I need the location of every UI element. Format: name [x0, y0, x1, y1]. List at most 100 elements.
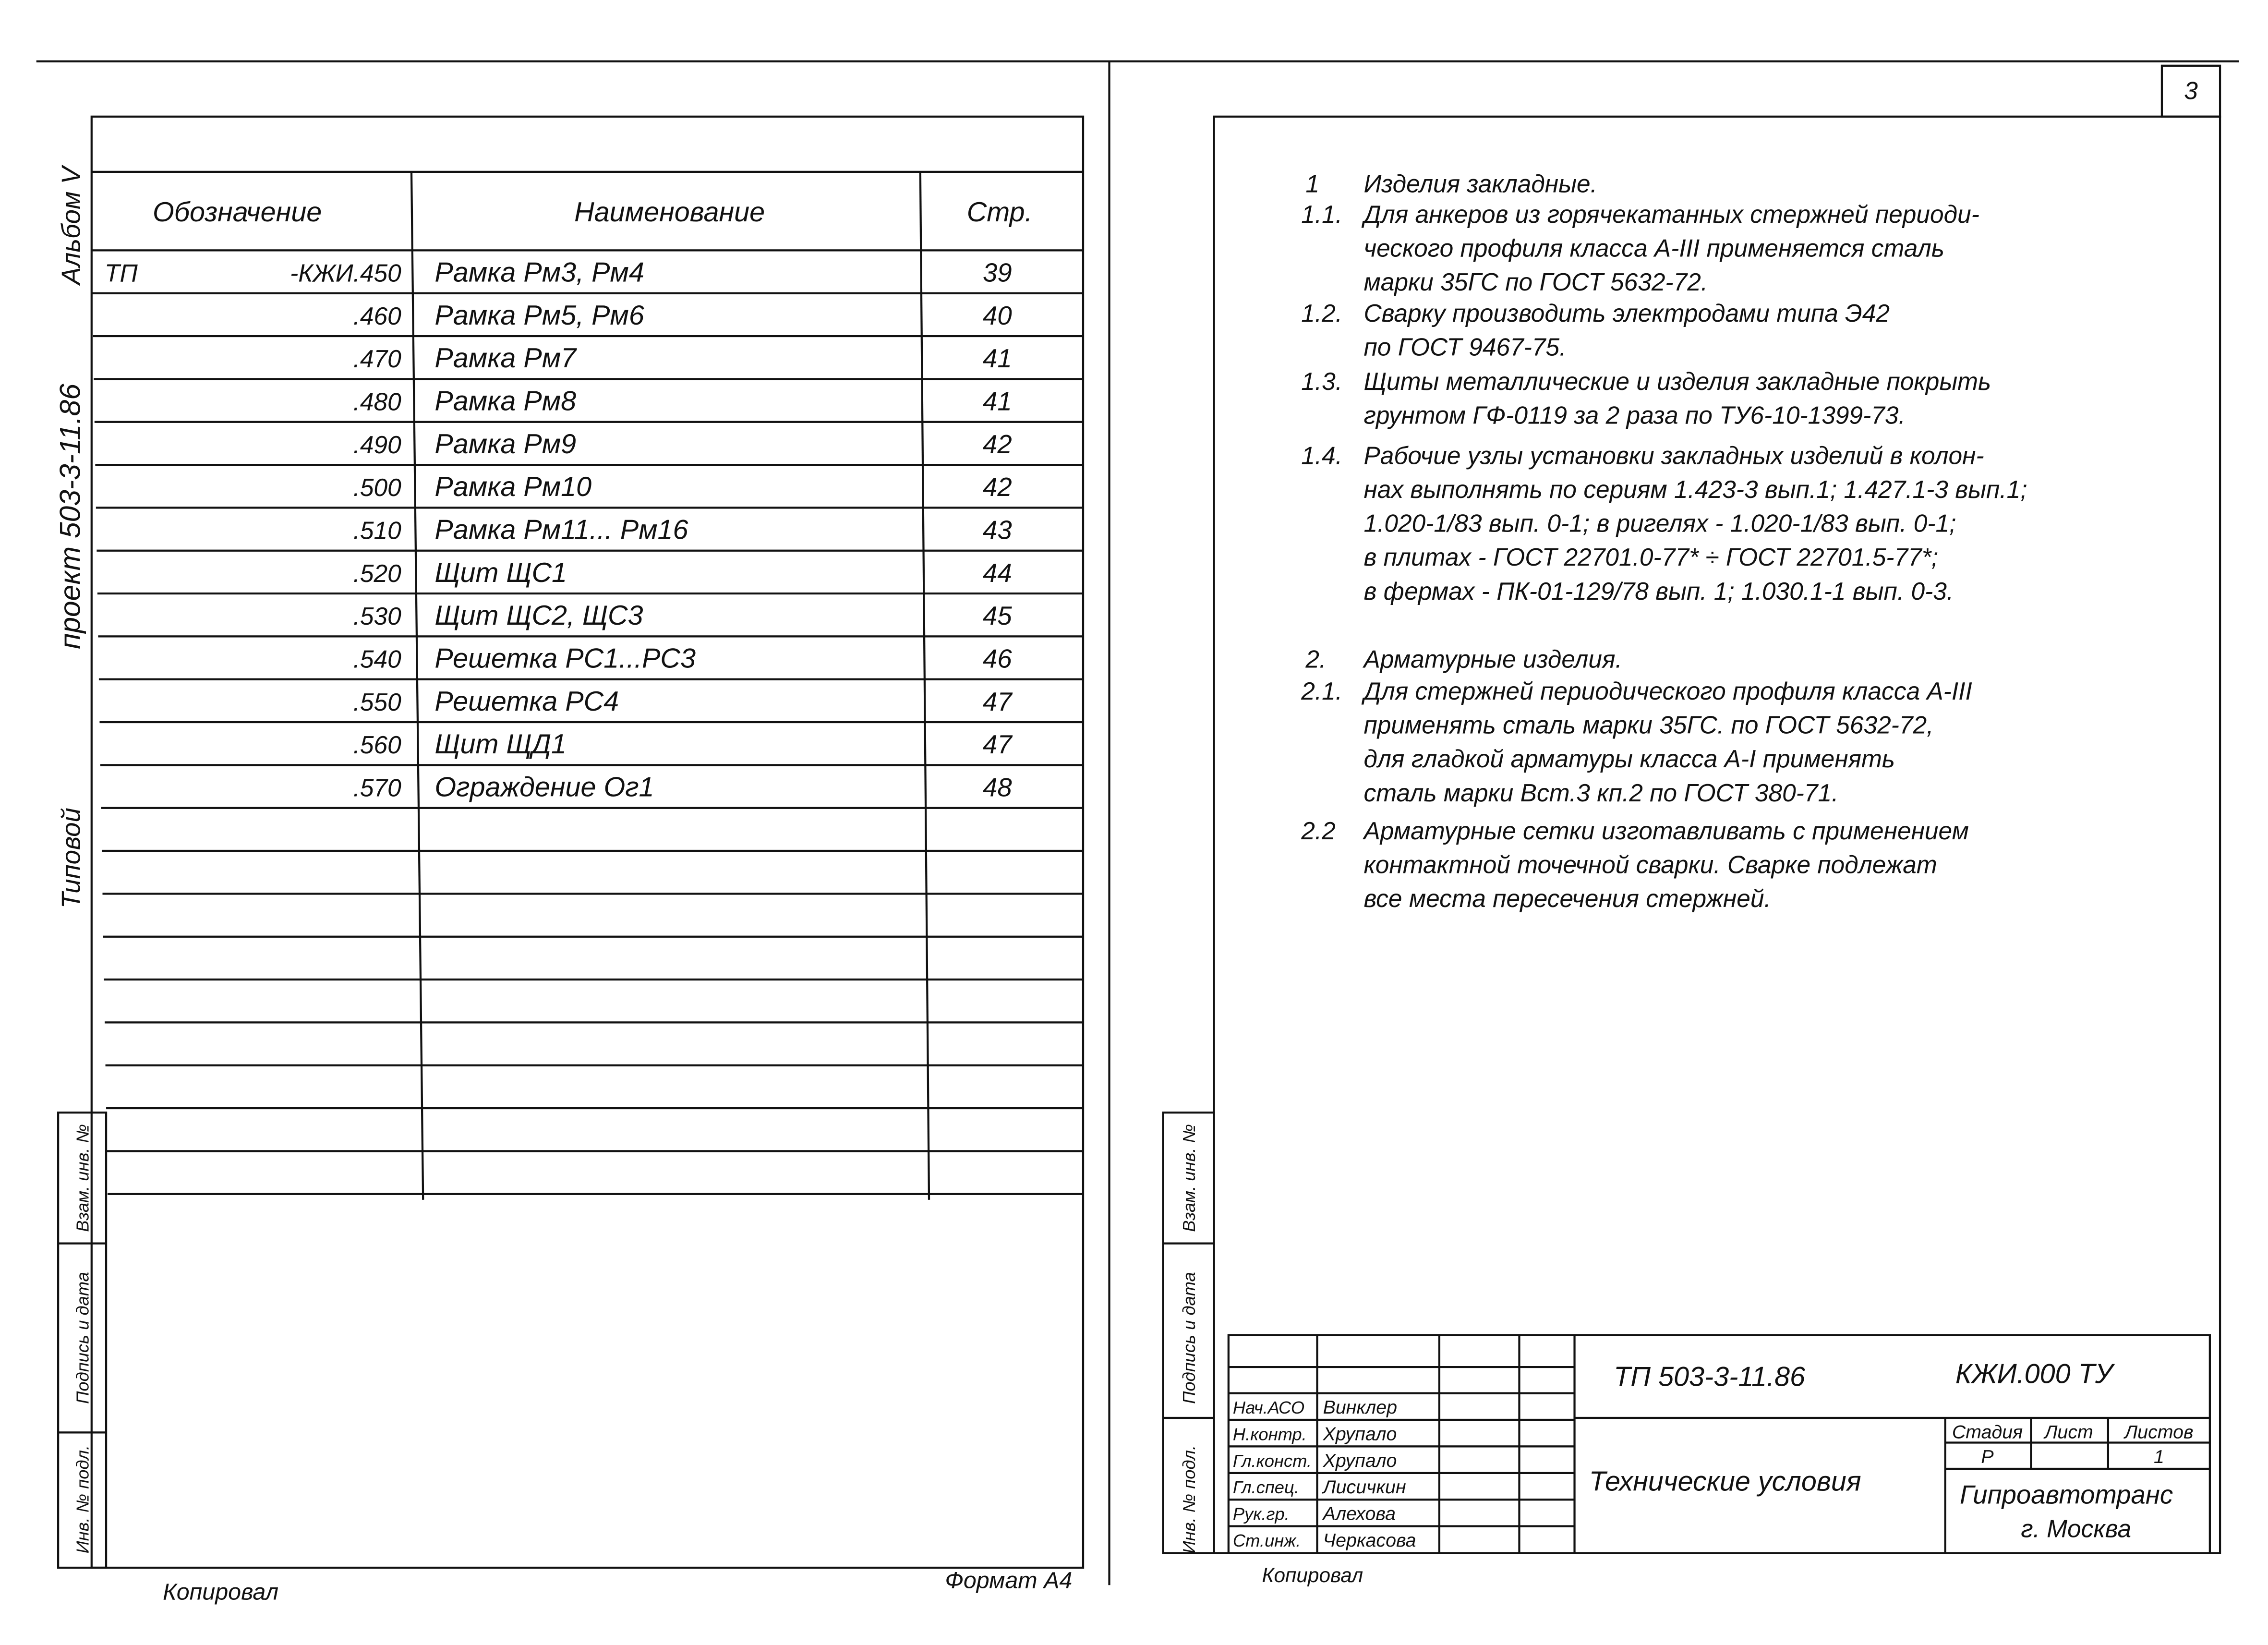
- side-label: Типовой: [57, 808, 86, 908]
- page-ref: 47: [983, 687, 1013, 716]
- page-ref: 47: [983, 730, 1013, 759]
- right-side-stamp: [1162, 1112, 1215, 1554]
- note-line: Для анкеров из горячекатанных стержней п…: [1361, 200, 1979, 228]
- designation: .530: [353, 602, 402, 630]
- title-block: [1227, 1334, 2211, 1554]
- stamp-label: Инв. № подл.: [1179, 1445, 1199, 1553]
- note-number: 1.2.: [1301, 299, 1342, 327]
- page-ref: 42: [983, 472, 1012, 502]
- footer-copy: Копировал: [163, 1579, 278, 1605]
- sheet-number: 3: [2184, 76, 2198, 104]
- page-ref: 40: [983, 301, 1012, 330]
- designation: .520: [353, 559, 402, 587]
- note-line: Арматурные изделия.: [1362, 645, 1622, 673]
- role: Гл.конст.: [1233, 1451, 1312, 1471]
- stamp-label: Взам. инв. №: [1179, 1124, 1199, 1232]
- stamp-label: Взам. инв. №: [73, 1124, 93, 1232]
- role: Рук.гр.: [1233, 1504, 1290, 1524]
- side-label: проект 503-3-11.86: [54, 384, 86, 649]
- item-name: Щит ЩД1: [434, 729, 567, 760]
- note-line: Изделия закладные.: [1363, 169, 1597, 197]
- footer-format: Формат А4: [945, 1567, 1072, 1593]
- note-line: 1.020-1/83 вып. 0-1; в ригелях - 1.020-1…: [1363, 509, 1956, 537]
- doc-code: КЖИ.000 ТУ: [1955, 1358, 2115, 1389]
- stage-header: Листов: [2123, 1421, 2193, 1442]
- note-line: все места пересечения стержней.: [1363, 884, 1771, 912]
- note-line: в плитах - ГОСТ 22701.0-77* ÷ ГОСТ 22701…: [1363, 543, 1938, 571]
- table-header: Наименование: [574, 197, 765, 228]
- person: Лисичкин: [1322, 1476, 1406, 1498]
- sheets: 1: [2154, 1446, 2164, 1467]
- note-line: контактной точечной сварки. Сварке подле…: [1363, 850, 1937, 878]
- left-side-stamp: [57, 1112, 108, 1569]
- designation-prefix: ТП: [105, 259, 138, 287]
- note-number: 1.3.: [1301, 367, 1342, 395]
- page-ref: 39: [983, 258, 1012, 288]
- note-line: Щиты металлические и изделия закладные п…: [1363, 367, 1991, 395]
- person: Алехова: [1322, 1503, 1396, 1524]
- item-name: Рамка Рм10: [434, 472, 591, 502]
- stamp-label: Инв. № подл.: [73, 1445, 93, 1553]
- note-number: 1: [1305, 169, 1319, 197]
- person: Хрупало: [1323, 1450, 1397, 1471]
- note-line: применять сталь марки 35ГС. по ГОСТ 5632…: [1363, 711, 1933, 739]
- note-line: Рабочие узлы установки закладных изделий…: [1363, 442, 1984, 470]
- note-line: Сварку производить электродами типа Э42: [1363, 299, 1890, 327]
- item-name: Рамка Рм7: [434, 343, 577, 374]
- note-line: Арматурные сетки изготавливать с примене…: [1362, 817, 1968, 845]
- note-line: для гладкой арматуры класса А-I применят…: [1363, 745, 1895, 773]
- person: Черкасова: [1323, 1530, 1416, 1551]
- left-frame: [90, 115, 1085, 1569]
- item-name: Щит ЩС1: [434, 557, 567, 588]
- note-line: в фермах - ПК-01-129/78 вып. 1; 1.030.1-…: [1363, 577, 1954, 605]
- designation: .570: [353, 774, 402, 801]
- table-line: [919, 171, 930, 1200]
- page-ref: 41: [983, 344, 1012, 373]
- page-ref: 44: [983, 558, 1012, 588]
- designation: .500: [353, 473, 402, 501]
- item-name: Рамка Рм11... Рм16: [434, 515, 688, 545]
- note-line: грунтом ГФ-0119 за 2 раза по ТУ6-10-1399…: [1363, 401, 1905, 429]
- page-ref: 41: [983, 387, 1012, 416]
- item-name: Рамка Рм5, Рм6: [434, 300, 644, 331]
- page-ref: 42: [983, 430, 1012, 459]
- designation: ТП 503-3-11.86: [1614, 1361, 1805, 1392]
- designation: .490: [353, 431, 402, 459]
- role: Н.контр.: [1233, 1424, 1307, 1444]
- stamp-label: Подпись и дата: [73, 1272, 93, 1404]
- page-ref: 45: [983, 601, 1012, 630]
- designation: .460: [353, 302, 402, 330]
- note-line: Для стержней периодического профиля клас…: [1361, 677, 1972, 705]
- page-ref: 46: [983, 644, 1012, 673]
- role: Гл.спец.: [1233, 1477, 1299, 1497]
- item-name: Решетка РС4: [434, 686, 619, 717]
- designation: .480: [353, 388, 402, 416]
- designation: -КЖИ.450: [290, 259, 401, 287]
- page-ref: 48: [983, 773, 1012, 802]
- item-name: Щит ЩС2, ЩС3: [434, 600, 643, 631]
- stamp-label: Подпись и дата: [1179, 1272, 1199, 1404]
- designation: .560: [353, 731, 402, 759]
- item-name: Решетка РС1...РС3: [434, 643, 696, 674]
- note-number: 1.4.: [1301, 442, 1342, 470]
- note-number: 1.1.: [1301, 200, 1342, 228]
- item-name: Рамка Рм9: [434, 429, 576, 460]
- note-number: 2.2: [1301, 817, 1336, 845]
- sheet-number-box: [2160, 64, 2221, 118]
- item-name: Ограждение Ог1: [434, 772, 654, 802]
- side-label: Альбом V: [57, 164, 86, 286]
- role: Ст.инж.: [1233, 1531, 1301, 1550]
- organization: Гипроавтотранс: [1960, 1480, 2173, 1510]
- role: Нач.АСО: [1233, 1398, 1304, 1417]
- table-header: Стр.: [967, 197, 1033, 228]
- item-name: Рамка Рм8: [434, 386, 576, 417]
- item-name: Рамка Рм3, Рм4: [434, 257, 644, 288]
- city: г. Москва: [2021, 1514, 2131, 1542]
- table-header: Обозначение: [153, 197, 322, 228]
- stage: Р: [1981, 1446, 1993, 1467]
- designation: .540: [353, 645, 402, 673]
- page-ref: 43: [983, 516, 1012, 545]
- person: Хрупало: [1323, 1423, 1397, 1444]
